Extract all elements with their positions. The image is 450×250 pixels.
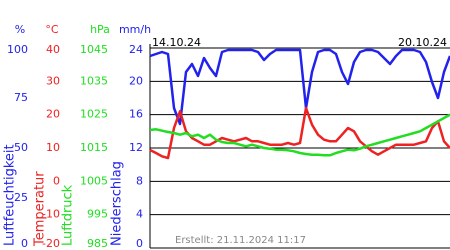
y-tick-label: 30 <box>46 74 60 87</box>
y-tick-label: 1035 <box>80 74 108 87</box>
y-tick-label: 75 <box>14 91 28 104</box>
y-tick-label: 1005 <box>80 174 108 187</box>
axis-title: Luftfeuchtigkeit <box>3 144 18 246</box>
y-tick-label: 4 <box>136 208 143 221</box>
y-tick-label: 0 <box>21 237 28 250</box>
series-line <box>149 48 450 126</box>
axis-title: Niederschlag <box>110 161 125 246</box>
y-tick-label: 995 <box>87 208 108 221</box>
y-tick-label: 1045 <box>80 43 108 56</box>
y-tick-label: -10 <box>42 208 60 221</box>
y-tick-label: 985 <box>87 237 108 250</box>
y-tick-label: 1015 <box>80 141 108 154</box>
axis-unit: hPa <box>90 23 110 36</box>
series-line <box>149 113 450 157</box>
series-line <box>149 106 450 160</box>
axis-title: Temperatur <box>33 171 48 247</box>
axis-title: Luftdruck <box>61 184 76 246</box>
y-tick-label: 20 <box>129 74 143 87</box>
y-tick-label: 50 <box>14 141 28 154</box>
y-tick-label: 24 <box>129 43 143 56</box>
axis-unit: % <box>15 23 25 36</box>
y-tick-label: 0 <box>53 174 60 187</box>
y-tick-label: 0 <box>136 237 143 250</box>
y-tick-label: 20 <box>46 108 60 121</box>
y-tick-label: 100 <box>7 43 28 56</box>
y-tick-label: 40 <box>46 43 60 56</box>
axis-unit: mm/h <box>119 23 151 36</box>
footer: Erstellt: 21.11.2024 11:17 <box>175 235 306 246</box>
y-tick-label: 1025 <box>80 108 108 121</box>
y-tick-label: 10 <box>46 141 60 154</box>
axis-unit: °C <box>45 23 59 36</box>
start-date: 14.10.24 <box>152 36 201 49</box>
y-tick-label: -20 <box>42 237 60 250</box>
y-tick-label: 16 <box>129 108 143 121</box>
y-tick-label: 12 <box>129 141 143 154</box>
y-tick-label: 25 <box>14 191 28 204</box>
end-date: 20.10.24 <box>398 36 447 49</box>
y-tick-label: 8 <box>136 174 143 187</box>
